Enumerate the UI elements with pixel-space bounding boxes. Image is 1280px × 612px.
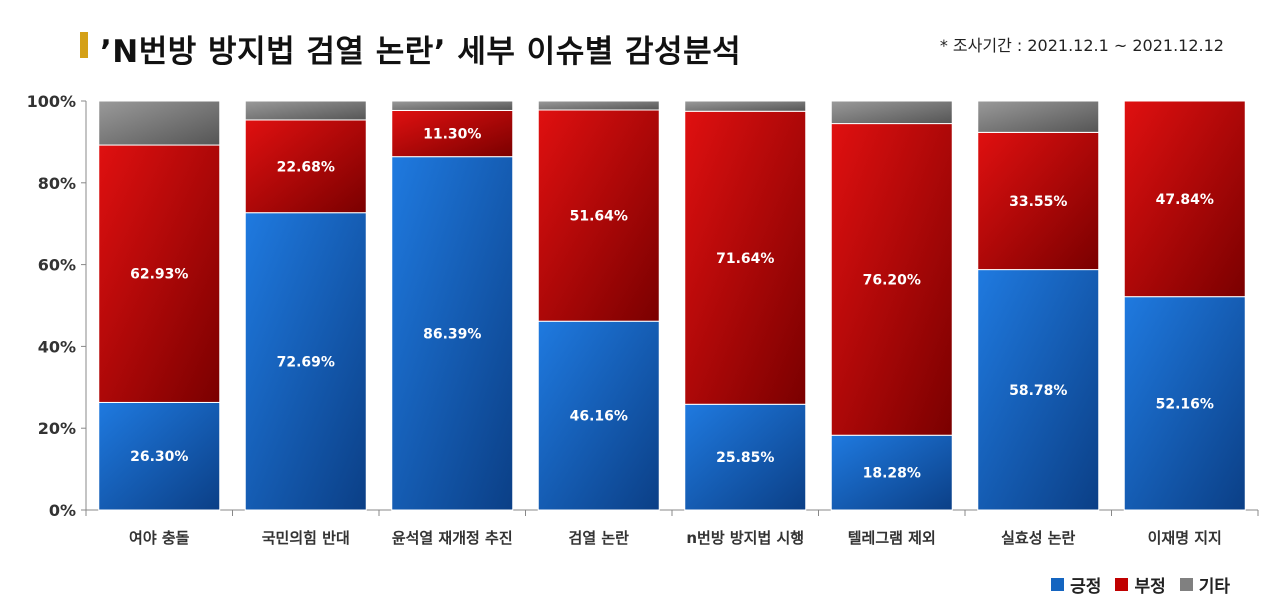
- survey-period: * 조사기간 : 2021.12.1 ~ 2021.12.12: [939, 36, 1224, 55]
- bar-segment-negative: [1123, 100, 1246, 298]
- data-label-negative: 47.84%: [1156, 192, 1214, 208]
- data-label-positive: 46.16%: [570, 409, 628, 425]
- legend-swatch-other: [1179, 578, 1193, 591]
- data-label-negative: 71.64%: [716, 251, 774, 267]
- x-tick-label: 국민의힘 반대: [262, 529, 350, 547]
- x-tick-label: 텔레그램 제외: [848, 529, 936, 547]
- bar-segment-negative: [391, 109, 514, 158]
- y-tick-label: 60%: [38, 256, 76, 275]
- x-tick-label: 이재명 지지: [1148, 529, 1222, 547]
- legend-swatch-positive: [1051, 578, 1065, 591]
- y-tick-label: 0%: [49, 501, 76, 520]
- bar-segment-other: [977, 100, 1100, 133]
- bar-segment-positive: [537, 320, 660, 511]
- bar-segment-positive: [244, 212, 367, 511]
- bar-segment-other: [244, 100, 367, 121]
- y-tick-label: 20%: [38, 419, 76, 438]
- data-label-positive: 52.16%: [1156, 396, 1214, 412]
- bar-segment-other: [537, 100, 660, 111]
- x-tick-label: 검열 논란: [569, 529, 630, 547]
- x-tick-label: 윤석열 재개정 추진: [392, 529, 513, 547]
- legend-item-positive: 긍정: [1051, 572, 1101, 597]
- bar-segment-positive: [1123, 296, 1246, 511]
- data-label-negative: 51.64%: [570, 209, 628, 225]
- data-label-positive: 86.39%: [423, 326, 481, 342]
- bar-segment-positive: [684, 403, 807, 511]
- legend-label-other: 기타: [1198, 577, 1230, 597]
- chart-legend: 긍정 부정 기타: [1051, 572, 1230, 597]
- data-label-negative: 22.68%: [277, 159, 335, 175]
- bar-segment-positive: [977, 269, 1100, 511]
- data-label-positive: 25.85%: [716, 450, 774, 466]
- title-accent-bar: [80, 32, 88, 58]
- data-label-positive: 26.30%: [130, 449, 188, 465]
- legend-item-other: 기타: [1179, 572, 1230, 597]
- y-tick-label: 100%: [27, 92, 76, 111]
- data-label-negative: 76.20%: [863, 272, 921, 288]
- x-tick-label: 실효성 논란: [1001, 529, 1075, 547]
- bar-segment-negative: [977, 131, 1100, 271]
- data-label-positive: 72.69%: [277, 354, 335, 370]
- bar-segment-positive: [98, 401, 221, 511]
- legend-swatch-negative: [1115, 578, 1129, 591]
- bar-segment-other: [684, 100, 807, 112]
- x-tick-label: 여야 충돌: [129, 529, 190, 547]
- bar-segment-negative: [830, 123, 953, 436]
- bar-segment-negative: [98, 144, 221, 403]
- y-tick-label: 40%: [38, 337, 76, 356]
- bar-segment-negative: [684, 110, 807, 405]
- bar-segment-negative: [537, 109, 660, 322]
- data-label-negative: 33.55%: [1009, 194, 1067, 210]
- bar-segment-other: [830, 100, 953, 125]
- x-tick-label: n번방 방지법 시행: [686, 529, 804, 547]
- data-label-positive: 58.78%: [1009, 383, 1067, 399]
- bar-segment-positive: [391, 156, 514, 511]
- data-label-negative: 11.30%: [423, 127, 481, 143]
- chart-title: ’N번방 방지법 검열 논란’ 세부 이슈별 감성분석: [100, 34, 742, 70]
- bar-segment-positive: [830, 434, 953, 511]
- legend-item-negative: 부정: [1115, 572, 1166, 597]
- bar-segment-other: [391, 100, 514, 111]
- data-label-negative: 62.93%: [130, 267, 188, 283]
- data-label-positive: 18.28%: [863, 466, 921, 482]
- bar-segment-other: [98, 100, 221, 146]
- legend-label-positive: 긍정: [1070, 577, 1102, 597]
- legend-label-negative: 부정: [1134, 577, 1166, 597]
- y-tick-label: 80%: [38, 174, 76, 193]
